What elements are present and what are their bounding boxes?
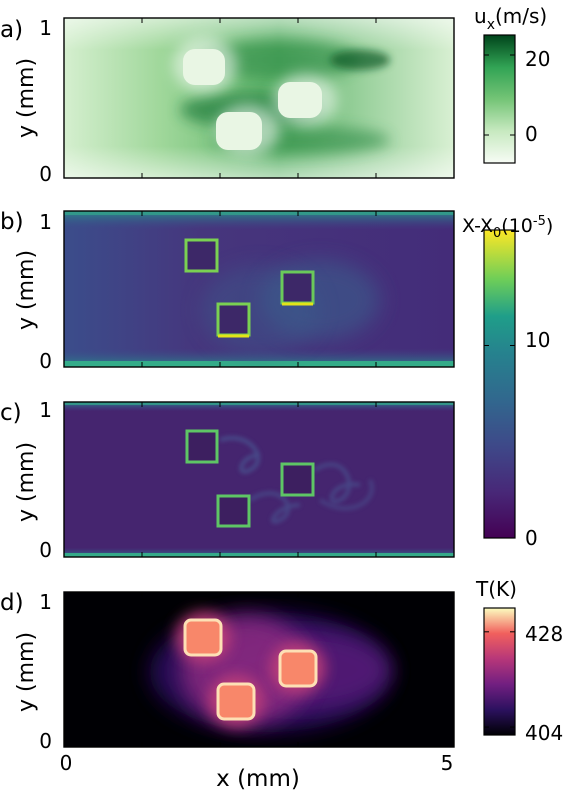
colorbar-x-ticks bbox=[484, 345, 515, 539]
panel-d: d) 1 0 y (mm) 0 5 x (mm) bbox=[0, 590, 455, 792]
colorbar-x-bar bbox=[483, 229, 516, 539]
panel-d-xtick-5: 5 bbox=[441, 751, 454, 775]
obstacle-lower bbox=[216, 494, 251, 528]
obstacle-lower bbox=[216, 112, 262, 150]
colorbar-x-tick-10: 10 bbox=[525, 328, 550, 352]
colorbar-ux-bar bbox=[483, 34, 516, 164]
colorbar-x-title-unit: (10 bbox=[501, 215, 533, 237]
panel-c-ytick-0: 0 bbox=[39, 538, 52, 562]
panel-d-xtick-0: 0 bbox=[60, 751, 73, 775]
obstacle-right bbox=[278, 649, 318, 688]
panel-d-ticks bbox=[63, 591, 455, 748]
obstacle-upper-left bbox=[184, 238, 219, 273]
panel-c-ticks bbox=[63, 401, 455, 558]
panel-a: a) 1 0 y (mm) bbox=[0, 16, 455, 186]
panel-d-xlabel: x (mm) bbox=[216, 766, 300, 792]
colorbar-x-title: X-X0(10-5) bbox=[462, 214, 553, 241]
panel-c-ylabel: y (mm) bbox=[14, 442, 39, 522]
colorbar-t-tick-404: 404 bbox=[525, 721, 563, 745]
panel-c-field bbox=[64, 402, 454, 557]
obstacle-upper-left bbox=[183, 618, 223, 657]
colorbar-t: T(K) 428 404 bbox=[475, 577, 563, 745]
panel-c-label: c) bbox=[0, 400, 22, 426]
colorbar-x: X-X0(10-5) 10 0 bbox=[462, 214, 553, 550]
colorbar-x-title-sup: -5 bbox=[533, 214, 546, 229]
colorbar-x-title-main: X-X bbox=[462, 215, 493, 237]
panel-a-ytick-0: 0 bbox=[39, 162, 52, 186]
colorbar-t-bar bbox=[483, 607, 516, 736]
panel-a-frame bbox=[63, 17, 455, 179]
colorbar-t-tick-428: 428 bbox=[525, 622, 563, 646]
colorbar-t-title: T(K) bbox=[475, 577, 517, 601]
panel-b-frame bbox=[63, 210, 455, 368]
panel-d-ytick-0: 0 bbox=[39, 729, 52, 753]
panel-a-label: a) bbox=[0, 17, 23, 43]
panel-b-ylabel: y (mm) bbox=[14, 250, 39, 330]
panel-b-ytick-0: 0 bbox=[39, 349, 52, 373]
obstacle-upper-left bbox=[183, 49, 225, 85]
panel-b-field bbox=[64, 211, 454, 367]
panel-b-label: b) bbox=[0, 209, 24, 235]
obstacle-lower bbox=[216, 682, 256, 721]
colorbar-ux-title-unit: (m/s) bbox=[495, 4, 547, 28]
panel-d-ytick-1: 1 bbox=[39, 590, 52, 614]
panel-a-ylabel: y (mm) bbox=[14, 58, 39, 138]
colorbar-x-tick-0: 0 bbox=[525, 526, 538, 550]
colorbar-x-title-sub: 0 bbox=[493, 226, 501, 241]
colorbar-ux-tick-0: 0 bbox=[525, 122, 538, 146]
panel-c: c) 1 0 y (mm) bbox=[0, 398, 455, 562]
colorbar-ux-ticks bbox=[484, 54, 515, 136]
panel-b: b) 1 0 y (mm) bbox=[0, 209, 455, 373]
panel-d-field bbox=[64, 592, 454, 747]
colorbar-ux: ux(m/s) 20 0 bbox=[474, 4, 550, 164]
obstacle-lower bbox=[216, 302, 251, 337]
colorbar-ux-title-sub: x bbox=[487, 17, 495, 33]
panel-d-frame bbox=[63, 591, 455, 748]
obstacle-right bbox=[280, 462, 315, 497]
obstacle-upper-left bbox=[185, 429, 219, 464]
colorbar-x-title-close: ) bbox=[546, 215, 553, 237]
colorbar-ux-title: ux(m/s) bbox=[474, 4, 547, 33]
colorbar-t-ticks bbox=[484, 631, 515, 728]
panel-c-frame bbox=[63, 401, 455, 558]
panel-b-ytick-1: 1 bbox=[39, 210, 52, 234]
obstacle-right bbox=[278, 82, 322, 118]
panel-d-label: d) bbox=[0, 590, 24, 616]
panel-a-ytick-1: 1 bbox=[39, 16, 52, 40]
panel-c-ytick-1: 1 bbox=[39, 398, 52, 422]
panel-b-ticks bbox=[63, 210, 455, 368]
panel-a-ticks bbox=[63, 17, 455, 179]
panel-a-field bbox=[64, 18, 454, 178]
panel-d-ylabel: y (mm) bbox=[14, 632, 39, 712]
obstacle-right bbox=[280, 270, 315, 305]
colorbar-ux-title-main: u bbox=[474, 4, 487, 28]
colorbar-ux-tick-20: 20 bbox=[525, 47, 550, 71]
